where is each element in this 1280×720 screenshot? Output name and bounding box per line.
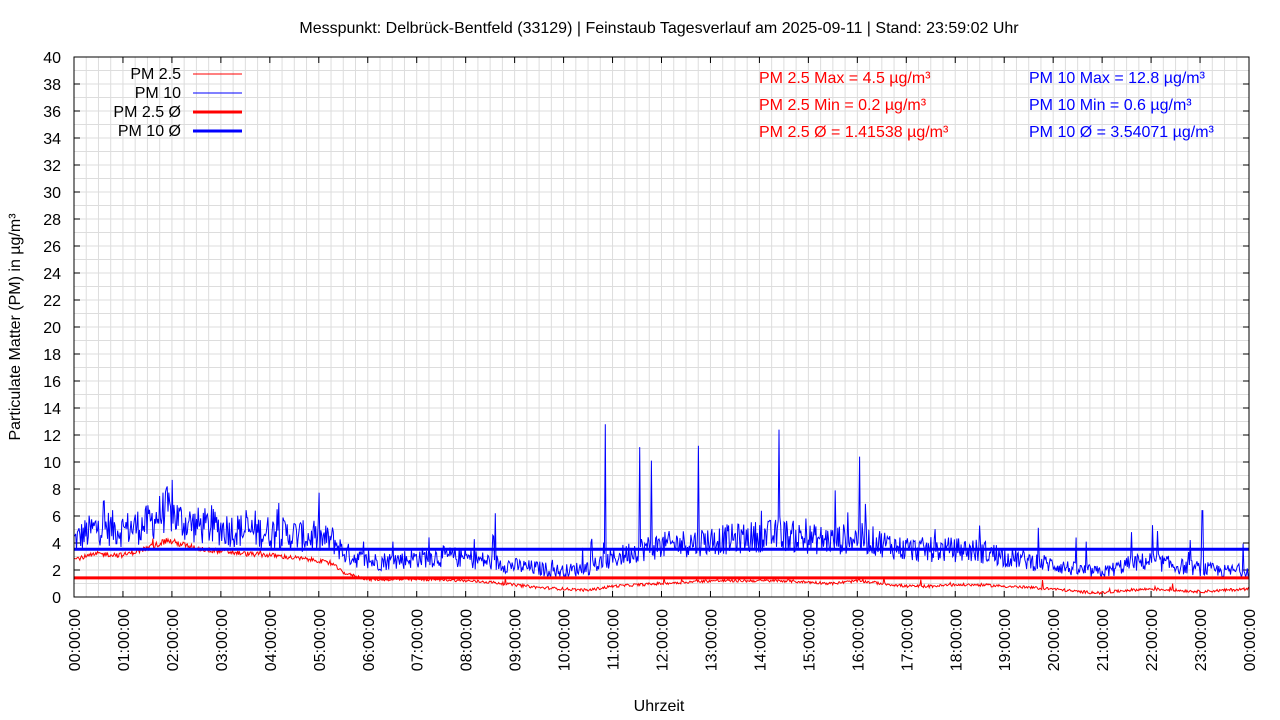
pm25-mean-annotation: PM 2.5 Ø = 1.41538 µg/m³ (759, 124, 949, 141)
y-tick-label: 40 (43, 50, 61, 67)
x-tick-label: 05:00:00 (312, 609, 329, 671)
y-tick-label: 22 (43, 293, 61, 310)
y-tick-label: 0 (52, 590, 61, 607)
x-tick-label: 00:00:00 (1242, 609, 1259, 671)
x-tick-label: 14:00:00 (752, 609, 769, 671)
y-tick-label: 4 (52, 536, 61, 553)
x-tick-label: 22:00:00 (1144, 609, 1161, 671)
x-tick-label: 02:00:00 (165, 609, 182, 671)
x-tick-label: 16:00:00 (850, 609, 867, 671)
y-tick-label: 24 (43, 266, 61, 283)
x-tick-label: 15:00:00 (801, 609, 818, 671)
x-tick-label: 11:00:00 (606, 609, 623, 670)
x-tick-label: 10:00:00 (557, 609, 574, 671)
x-tick-label: 09:00:00 (508, 609, 525, 671)
y-tick-label: 36 (43, 104, 61, 121)
pm10-min-annotation: PM 10 Min = 0.6 µg/m³ (1029, 97, 1192, 114)
y-tick-label: 14 (43, 401, 61, 418)
x-tick-label: 06:00:00 (361, 609, 378, 671)
y-tick-label: 10 (43, 455, 61, 472)
x-tick-label: 20:00:00 (1046, 609, 1063, 671)
plot-border (73, 56, 1250, 598)
x-tick-label: 17:00:00 (899, 609, 916, 671)
stats-annotations: PM 2.5 Max = 4.5 µg/m³ PM 2.5 Min = 0.2 … (759, 70, 1215, 141)
x-tick-label: 07:00:00 (410, 609, 427, 671)
y-tick-label: 6 (52, 509, 61, 526)
x-tick-label: 00:00:00 (67, 609, 84, 671)
axes (73, 56, 1250, 598)
y-tick-label: 16 (43, 374, 61, 391)
y-tick-label: 20 (43, 320, 61, 337)
series-line-pm10 (73, 424, 1250, 579)
pm10-max-annotation: PM 10 Max = 12.8 µg/m³ (1029, 70, 1206, 87)
legend-label-pm10: PM 10 (135, 85, 181, 102)
legend: PM 2.5 PM 10 PM 2.5 Ø PM 10 Ø (113, 66, 242, 140)
x-tick-labels: 00:00:00 01:00:00 02:00:00 03:00:00 04:00:00… (67, 609, 1259, 671)
mean-lines (74, 547, 1249, 580)
x-tick-label: 18:00:00 (948, 609, 965, 671)
x-tick-label: 01:00:00 (116, 609, 133, 671)
y-tick-label: 12 (43, 428, 61, 445)
chart-title: Messpunkt: Delbrück-Bentfeld (33129) | F… (299, 20, 1019, 37)
series-layer (73, 424, 1250, 596)
x-tick-label: 23:00:00 (1193, 609, 1210, 671)
x-tick-label: 19:00:00 (997, 609, 1014, 671)
y-axis-label: Particulate Matter (PM) in µg/m³ (7, 213, 24, 441)
y-tick-label: 8 (52, 482, 61, 499)
pm25-max-annotation: PM 2.5 Max = 4.5 µg/m³ (759, 70, 931, 87)
legend-label-pm25-mean: PM 2.5 Ø (113, 104, 181, 121)
legend-label-pm10-mean: PM 10 Ø (118, 123, 181, 140)
y-tick-label: 38 (43, 77, 61, 94)
x-tick-label: 21:00:00 (1095, 609, 1112, 671)
series-line-pm25 (73, 537, 1250, 596)
pm25-min-annotation: PM 2.5 Min = 0.2 µg/m³ (759, 97, 927, 114)
x-tick-label: 04:00:00 (263, 609, 280, 671)
legend-label-pm25: PM 2.5 (130, 66, 181, 83)
y-tick-label: 2 (52, 563, 61, 580)
x-tick-label: 08:00:00 (459, 609, 476, 671)
y-tick-label: 26 (43, 239, 61, 256)
y-tick-label: 30 (43, 185, 61, 202)
y-tick-label: 34 (43, 131, 61, 148)
y-tick-label: 18 (43, 347, 61, 364)
x-tick-label: 13:00:00 (703, 609, 720, 671)
pm10-mean-annotation: PM 10 Ø = 3.54071 µg/m³ (1029, 124, 1215, 141)
x-tick-label: 12:00:00 (655, 609, 672, 671)
x-tick-label: 03:00:00 (214, 609, 231, 671)
x-axis-label: Uhrzeit (634, 698, 685, 715)
y-tick-label: 32 (43, 158, 61, 175)
y-tick-label: 28 (43, 212, 61, 229)
